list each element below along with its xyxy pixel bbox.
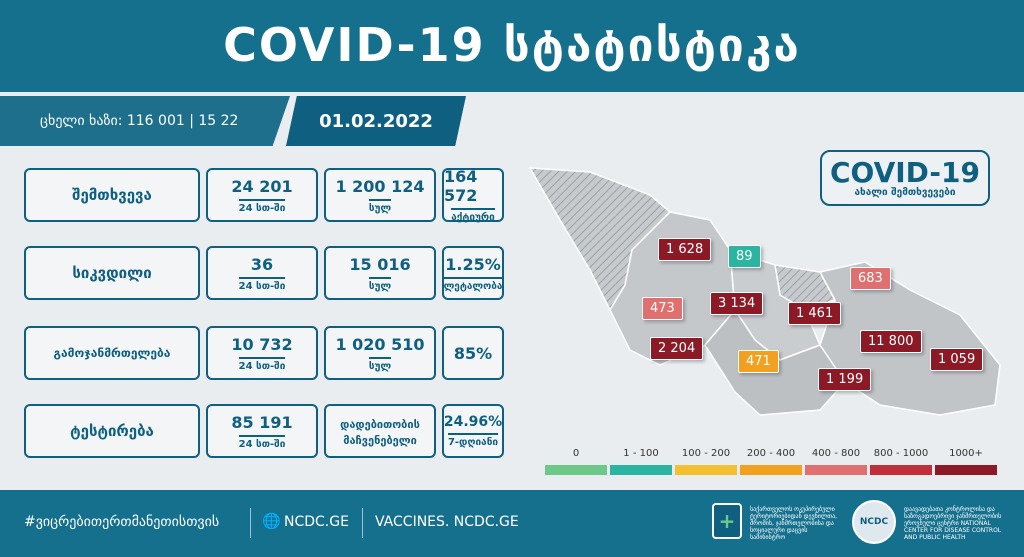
stat-extra: 1.25% ლეტალობა [442,246,504,300]
legend-swatch [740,465,802,475]
legend-swatch [675,465,737,475]
stat-caption: სულ [368,276,392,292]
ministry-logo-text: საქართველოს ოკუპირებული ტერიტორიებიდან დ… [750,506,838,541]
stat-positivity: დადებითობის მაჩვენებელი [324,404,436,458]
stat-daily: 10 732 24 სთ-ში [206,326,318,380]
region-value-label: 1 199 [818,368,872,391]
report-date: 01.02.2022 [286,96,466,146]
stat-value: 36 [250,254,274,274]
georgia-map: COVID-19 ახალი შემთხვევები 1 628 89 683 473… [520,150,1010,430]
stat-total: 1 200 124 სულ [324,168,436,222]
stat-row-deaths: სიკვდილი 36 24 სთ-ში 15 016 სულ 1.25% ლე… [24,246,504,304]
stat-caption: 24 სთ-ში [238,276,286,292]
region-value-label: 11 800 [860,330,922,353]
stat-caption: 7-დღიანი [447,433,499,448]
stat-caption: 24 სთ-ში [238,356,286,372]
stat-caption: აქტიური [451,208,495,223]
stat-caption: სულ [368,356,392,372]
footer-divider [362,508,363,538]
legend-item: 800 - 1000 [870,448,932,475]
stat-value: 85% [453,343,493,363]
legend-item: 1 - 100 [610,448,672,475]
stat-caption: 24 სთ-ში [238,198,286,214]
legend-item: 400 - 800 [805,448,867,475]
legend-item: 200 - 400 [740,448,802,475]
website-link[interactable]: NCDC.GE [284,514,349,530]
footer-divider [250,508,251,538]
footer: #ვიცრებითერთმანეთისთვის 🌐 NCDC.GE VACCIN… [0,490,1024,557]
page-title: COVID-19 სტატისტიკა [223,18,801,72]
legend-label: 1 - 100 [623,448,659,459]
legend-item: 100 - 200 [675,448,737,475]
globe-icon: 🌐 [262,512,281,530]
region-value-label: 89 [728,245,761,268]
legend-item: 1000+ [935,448,997,475]
stat-caption: 24 სთ-ში [238,434,286,450]
stat-total: 15 016 სულ [324,246,436,300]
stat-value: 15 016 [349,254,411,274]
stat-caption: მაჩვენებელი [343,434,417,447]
stat-caption: სულ [368,198,392,214]
map-badge-title: COVID-19 [829,155,981,189]
stat-extra: 24.96% 7-დღიანი [442,404,504,458]
legend-swatch [805,465,867,475]
stat-value: 1 020 510 [335,334,425,354]
legend-swatch [610,465,672,475]
region-value-label: 1 059 [930,348,984,371]
legend-label: 400 - 800 [811,448,861,459]
stat-value: 24 201 [231,176,293,196]
hotline-text: ცხელი ხაზი: 116 001 | 15 22 [0,96,290,146]
legend-swatch [545,465,607,475]
stat-value: 85 191 [231,412,293,432]
info-bar: ცხელი ხაზი: 116 001 | 15 22 01.02.2022 [0,96,1024,146]
ncdc-logo-icon: NCDC [852,500,896,544]
stat-caption: ლეტალობა [443,276,503,292]
stat-daily: 85 191 24 სთ-ში [206,404,318,458]
stat-caption: დადებითობის [340,418,420,431]
stat-value: 24.96% [443,414,503,430]
stat-daily: 36 24 სთ-ში [206,246,318,300]
region-value-label: 683 [850,267,891,290]
legend-label: 1000+ [949,448,983,459]
ncdc-logo-text: დაავადებათა კონტროლისა და საზოგადოებრივი… [904,506,1002,541]
stat-row-cases: შემთხვევა 24 201 24 სთ-ში 1 200 124 სულ … [24,167,504,226]
ministry-logo-icon: + [712,503,742,539]
color-legend: 0 1 - 100 100 - 200 200 - 400 400 - 800 … [545,448,1000,478]
legend-swatch [935,465,997,475]
stat-label: ტესტირება [24,404,200,458]
vaccines-link[interactable]: VACCINES. NCDC.GE [375,514,519,530]
legend-label: 100 - 200 [681,448,731,459]
stat-extra: 85% [442,326,504,380]
stat-value: 1 200 124 [335,176,425,196]
legend-label: 800 - 1000 [873,448,929,459]
stat-label: გამოჯანმრთელება [24,326,200,380]
header-banner: COVID-19 სტატისტიკა [0,0,1024,92]
stat-row-recovered: გამოჯანმრთელება 10 732 24 სთ-ში 1 020 51… [24,326,504,384]
stat-value: 164 572 [444,167,478,205]
region-value-label: 2 204 [650,337,704,360]
legend-label: 0 [572,448,580,459]
hashtag-text: #ვიცრებითერთმანეთისთვის [24,514,220,530]
stat-total: 1 020 510 სულ [324,326,436,380]
legend-swatch [870,465,932,475]
stat-label: შემთხვევა [24,168,200,222]
stat-label: სიკვდილი [24,246,200,300]
map-svg [528,167,1001,416]
stat-value: 1.25% [445,254,501,274]
region-value-label: 1 461 [788,302,842,325]
legend-label: 200 - 400 [746,448,796,459]
stat-value: 10 732 [231,334,293,354]
region-value-label: 473 [642,297,683,320]
region-value-label: 1 628 [658,238,712,261]
region-value-label: 3 134 [710,292,764,315]
stat-row-testing: ტესტირება 85 191 24 სთ-ში დადებითობის მა… [24,404,504,462]
stat-daily: 24 201 24 სთ-ში [206,168,318,222]
map-badge: COVID-19 ახალი შემთხვევები [820,150,990,206]
stat-extra: 164 572 აქტიური [442,167,504,223]
legend-item: 0 [545,448,607,475]
map-badge-subtitle: ახალი შემთხვევები [854,186,956,198]
region-value-label: 471 [738,350,779,373]
